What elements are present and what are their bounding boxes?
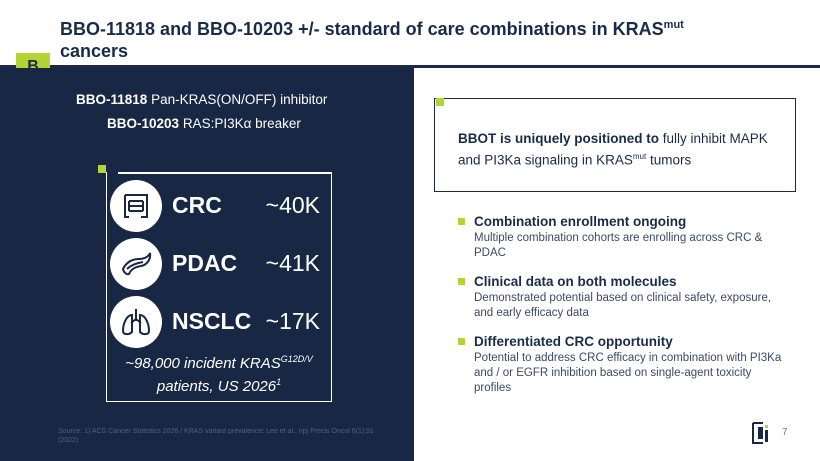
incident-text: ~98,000 incident KRASG12D/V patients, US…	[106, 350, 332, 396]
callout-box	[434, 98, 796, 192]
bullet-square	[458, 278, 465, 285]
bullet-body: Multiple combination cohorts are enrolli…	[474, 232, 763, 259]
drug-line-2: BBO-10203 RAS:PI3Kα breaker	[107, 116, 301, 131]
incident-line1: ~98,000 incident KRAS	[125, 355, 281, 372]
cancer-row-pdac: PDAC ~41K	[110, 238, 324, 290]
left-panel	[0, 68, 414, 461]
bullet-body: Demonstrated potential based on clinical…	[474, 292, 772, 319]
callout-text: BBOT is uniquely positioned to fully inh…	[458, 130, 788, 170]
cancer-box	[106, 172, 332, 402]
incident-footnote-ref: 1	[276, 377, 282, 387]
drug-name: BBO-11818	[76, 92, 148, 107]
bullet-heading: Combination enrollment ongoing	[474, 214, 687, 229]
cancer-count: ~40K	[265, 192, 320, 218]
title-line1: BBO-11818 and BBO-10203 +/- standard of …	[60, 19, 664, 39]
cancer-name: PDAC	[172, 250, 238, 276]
cancer-box-accent	[98, 165, 106, 173]
callout-accent	[436, 98, 444, 106]
bullet-body: Potential to address CRC efficacy in com…	[474, 352, 782, 394]
header-rule	[0, 65, 820, 68]
cancer-count: ~17K	[265, 308, 320, 334]
callout-sup: mut	[632, 152, 647, 161]
callout-bold: BBOT is uniquely positioned to	[458, 131, 659, 146]
company-logo	[752, 422, 772, 444]
title-sup: mut	[663, 19, 684, 31]
bullet-heading: Clinical data on both molecules	[474, 274, 677, 289]
drug-desc: Pan-KRAS(ON/OFF) inhibitor	[151, 92, 328, 107]
lungs-icon	[110, 296, 162, 348]
bullet-square	[458, 338, 465, 345]
page-number: 7	[782, 427, 788, 438]
callout-rest: fully inhibit MAPK and PI3Ka signaling i…	[458, 131, 768, 168]
cancer-box-top-border	[118, 172, 332, 174]
incident-sup: G12D/V	[280, 354, 313, 364]
source-footnote: Source: 1) ACS Cancer Statistics 2026 / …	[58, 428, 374, 444]
cancer-count: ~41K	[265, 250, 320, 276]
cancer-row-nsclc: NSCLC ~17K	[110, 296, 324, 348]
drug-desc: RAS:PI3Kα breaker	[182, 116, 301, 131]
pancreas-icon	[110, 238, 162, 290]
bullet-heading: Differentiated CRC opportunity	[474, 334, 673, 349]
drug-line-1: BBO-11818 Pan-KRAS(ON/OFF) inhibitor	[76, 92, 327, 107]
slide-title: BBO-11818 and BBO-10203 +/- standard of …	[60, 14, 780, 62]
bullet-square	[458, 218, 465, 225]
intestine-icon	[110, 180, 162, 232]
incident-line2: patients, US 2026	[156, 378, 277, 395]
cancer-row-crc: CRC ~40K	[110, 180, 324, 232]
cancer-name: NSCLC	[172, 308, 252, 334]
drug-name: BBO-10203	[107, 116, 180, 131]
callout-tail: tumors	[646, 152, 692, 168]
title-line2: cancers	[60, 41, 129, 61]
cancer-name: CRC	[172, 192, 222, 218]
